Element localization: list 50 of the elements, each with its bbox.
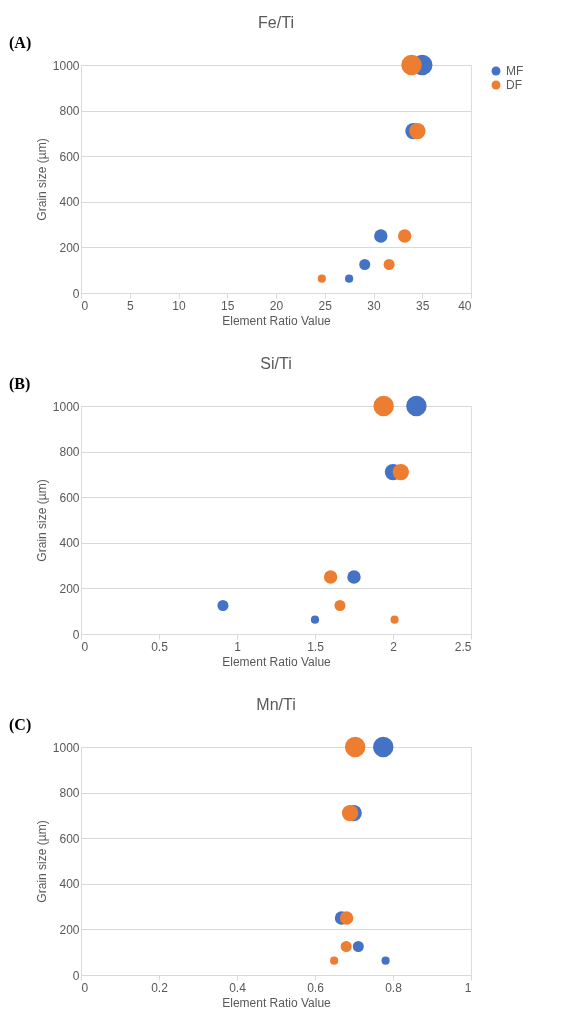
y-axis-title: Grain size (µm) [34, 820, 49, 903]
x-tick-label: 30 [367, 298, 381, 313]
y-tick-label: 0 [72, 627, 80, 642]
y-tick-label: 200 [59, 922, 80, 937]
y-tick-label: 600 [59, 490, 80, 505]
x-tick-label: 0.4 [229, 980, 247, 995]
y-tick-label: 400 [59, 195, 80, 210]
y-tick-label: 400 [59, 536, 80, 551]
chart-title: Mn/Ti [256, 696, 296, 713]
x-tick-label: 20 [269, 298, 284, 313]
y-tick-label: 200 [59, 581, 80, 596]
x-tick-label: 5 [126, 298, 134, 313]
x-tick-label: 40 [458, 298, 472, 313]
y-tick-label: 400 [59, 877, 80, 892]
x-tick-label: 1 [234, 639, 242, 654]
x-tick-label: 0.6 [307, 980, 325, 995]
x-tick-label: 0.2 [151, 980, 169, 995]
text: (A) [9, 34, 32, 52]
x-tick-label: 25 [318, 298, 333, 313]
y-tick-label: 600 [59, 831, 80, 846]
chart-title: Si/Ti [260, 355, 292, 372]
x-axis-title: Element Ratio Value [222, 313, 332, 328]
x-tick-label: 2 [390, 639, 398, 654]
y-tick-label: 1000 [52, 740, 80, 755]
x-tick-label: 15 [221, 298, 235, 313]
x-tick-label: 2.5 [454, 639, 472, 654]
y-tick-label: 800 [59, 445, 80, 460]
y-tick-label: 800 [59, 786, 80, 801]
x-axis-title: Element Ratio Value [222, 995, 332, 1010]
y-tick-label: 800 [59, 104, 80, 119]
y-tick-label: 1000 [52, 58, 80, 73]
y-tick-label: 600 [59, 149, 80, 164]
text: (B) [9, 375, 31, 393]
y-axis-title: Grain size (µm) [34, 479, 49, 562]
legend-label: DF [506, 78, 522, 92]
x-tick-label: 1 [464, 980, 472, 995]
legend-label: MF [506, 64, 524, 78]
y-tick-label: 1000 [52, 399, 80, 414]
y-tick-label: 200 [59, 240, 80, 255]
y-axis-title: Grain size (µm) [34, 138, 49, 221]
y-tick-label: 0 [72, 968, 80, 983]
x-tick-label: 35 [416, 298, 430, 313]
y-tick-label: 0 [72, 286, 80, 301]
x-axis-title: Element Ratio Value [222, 654, 332, 669]
chart-title: Fe/Ti [258, 14, 294, 31]
x-tick-label: 0.8 [385, 980, 403, 995]
x-tick-label: 0.5 [151, 639, 169, 654]
x-tick-label: 1.5 [307, 639, 325, 654]
text: (C) [9, 716, 32, 734]
x-tick-label: 10 [172, 298, 186, 313]
